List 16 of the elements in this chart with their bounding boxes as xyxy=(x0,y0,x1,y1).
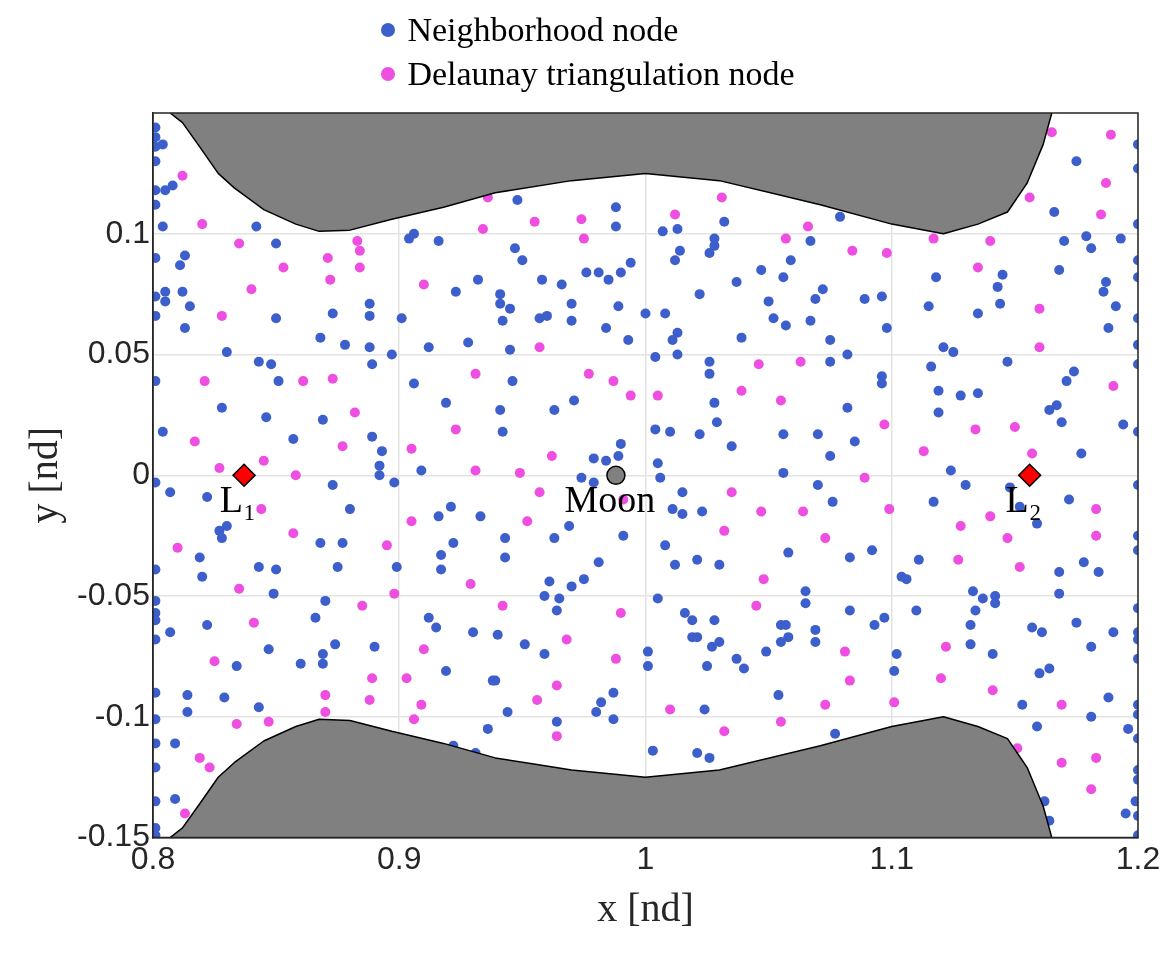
x-tick-label: 1.2 xyxy=(1115,839,1161,876)
y-axis-title: y [nd] xyxy=(20,426,66,524)
legend-label: Neighborhood node xyxy=(407,10,679,50)
annotation: L₁ xyxy=(219,478,257,521)
x-tick-label: 0.9 xyxy=(376,839,422,876)
y-tick-label: 0 xyxy=(132,455,150,492)
y-tick-label: -0.05 xyxy=(77,575,150,612)
y-tick-label: 0.1 xyxy=(105,213,150,250)
y-tick-label: 0.05 xyxy=(87,334,150,371)
y-tick-label: -0.1 xyxy=(94,696,150,733)
annotation: Moon xyxy=(564,478,656,521)
annotation: L₂ xyxy=(1005,478,1042,521)
x-tick-label: 1.1 xyxy=(869,839,914,876)
x-axis-title: x [nd] xyxy=(597,884,694,930)
legend-label: Delaunay triangulation node xyxy=(407,54,795,94)
x-tick-label: 1 xyxy=(636,839,655,876)
